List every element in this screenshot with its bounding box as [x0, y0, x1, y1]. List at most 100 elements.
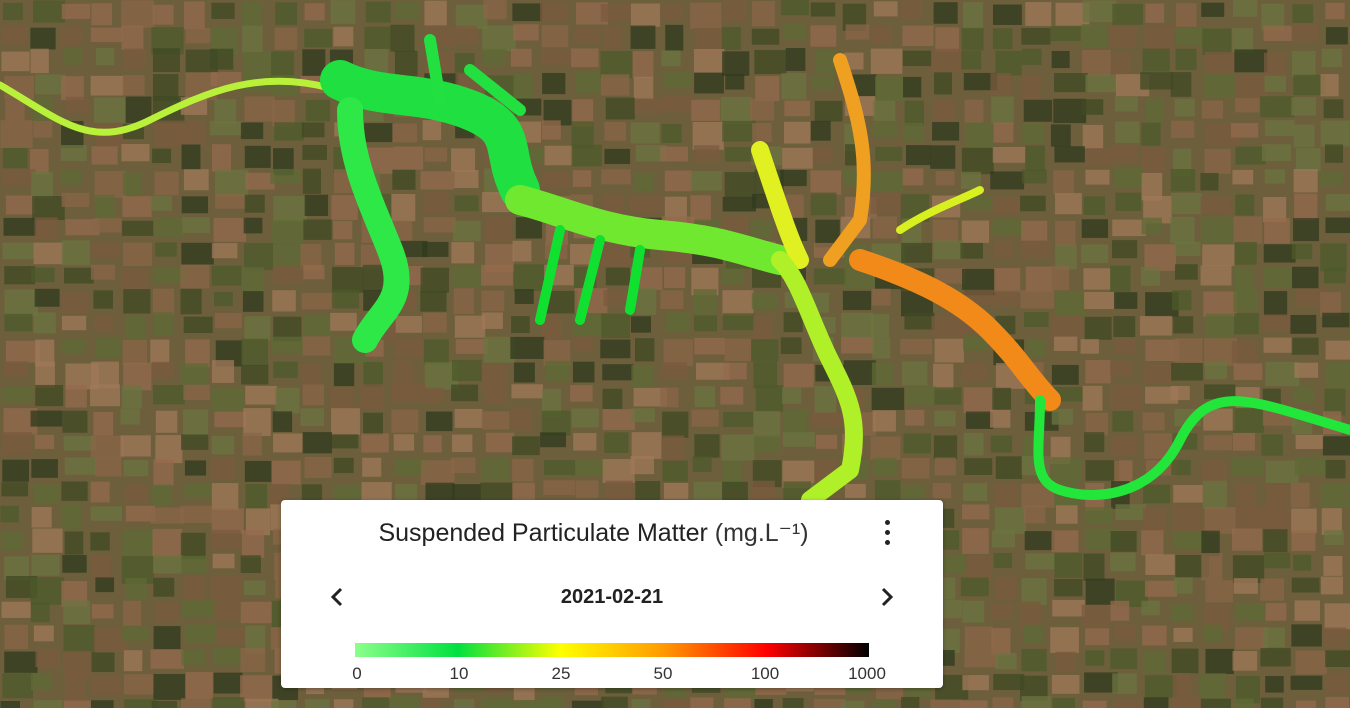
field: [1115, 700, 1150, 708]
field: [274, 122, 304, 141]
field: [665, 312, 691, 332]
field: [330, 388, 354, 410]
menu-button[interactable]: [877, 518, 897, 548]
field: [481, 290, 505, 312]
field: [61, 481, 88, 501]
field: [1320, 243, 1347, 272]
field: [750, 339, 779, 362]
field: [841, 700, 865, 708]
field: [542, 72, 566, 95]
field: [602, 459, 635, 483]
field: [1235, 603, 1265, 621]
field: [661, 362, 688, 379]
field: [1, 432, 32, 455]
field: [571, 144, 602, 167]
field: [870, 314, 890, 339]
field: [990, 409, 1011, 428]
field: [1020, 290, 1054, 309]
field: [240, 648, 266, 672]
field: [95, 577, 115, 593]
field: [1171, 648, 1199, 674]
field: [1111, 240, 1138, 259]
field: [1170, 604, 1194, 622]
field: [92, 676, 122, 695]
field: [1293, 124, 1315, 148]
field: [691, 99, 720, 121]
field: [302, 432, 332, 454]
field: [183, 576, 205, 600]
prev-date-button[interactable]: [325, 583, 349, 611]
field: [182, 217, 210, 234]
field: [965, 411, 994, 429]
field: [1142, 484, 1171, 504]
field: [333, 220, 353, 240]
field: [1263, 337, 1293, 353]
field: [960, 171, 981, 189]
field: [1172, 672, 1191, 698]
field: [94, 337, 121, 359]
field: [240, 555, 261, 574]
field: [454, 408, 483, 428]
field: [302, 336, 331, 356]
field: [35, 648, 60, 668]
field: [1265, 676, 1284, 693]
field: [243, 217, 263, 234]
field: [930, 699, 962, 708]
field: [242, 291, 264, 312]
field: [1025, 145, 1045, 172]
field: [601, 696, 628, 708]
field: [480, 482, 514, 505]
field: [150, 195, 172, 211]
field: [692, 456, 712, 472]
field: [1263, 196, 1287, 223]
field: [694, 434, 720, 458]
field: [961, 364, 987, 382]
field: [1321, 48, 1342, 67]
field: [364, 49, 389, 73]
field: [630, 3, 661, 27]
legend-title: Suspended Particulate Matter (mg.L⁻¹): [281, 518, 906, 548]
field: [1322, 312, 1350, 328]
field: [271, 220, 304, 245]
field: [91, 604, 114, 619]
field: [214, 411, 247, 428]
field: [153, 674, 186, 700]
field: [271, 336, 304, 354]
field: [720, 217, 748, 233]
field: [965, 555, 991, 582]
field: [754, 699, 773, 708]
field: [1141, 217, 1162, 235]
field: [210, 388, 245, 412]
field: [180, 505, 213, 523]
field: [395, 2, 421, 20]
next-date-button[interactable]: [875, 583, 899, 611]
field: [1022, 75, 1041, 102]
scale-label: 1000: [848, 664, 886, 683]
field: [33, 120, 53, 138]
field: [1171, 459, 1191, 476]
field: [724, 172, 756, 198]
date-label: 2021-02-21: [560, 586, 664, 608]
field: [1085, 412, 1108, 436]
field: [784, 121, 811, 144]
field: [1024, 312, 1049, 327]
field: [934, 387, 962, 405]
field: [870, 436, 901, 460]
field: [514, 289, 534, 305]
field: [755, 76, 780, 102]
field: [331, 434, 359, 449]
field: [123, 650, 143, 672]
field: [125, 315, 146, 341]
field: [454, 195, 479, 212]
field: [755, 385, 784, 413]
field: [481, 312, 503, 329]
field: [1050, 124, 1071, 147]
field: [1021, 27, 1051, 45]
field: [451, 242, 475, 264]
field: [631, 698, 651, 708]
field: [695, 362, 730, 380]
field: [31, 554, 60, 576]
field: [1175, 555, 1210, 578]
field: [93, 218, 122, 233]
